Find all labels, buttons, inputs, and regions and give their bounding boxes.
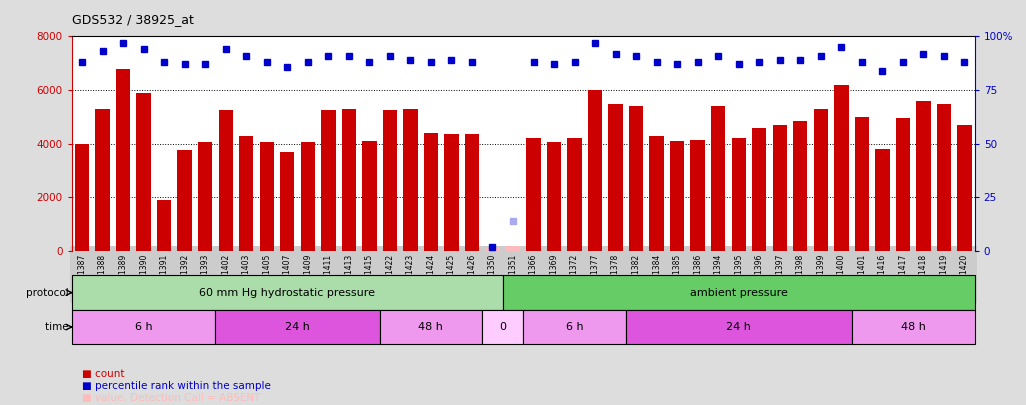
Bar — [157, 200, 171, 251]
Bar — [342, 109, 356, 251]
Bar — [523, 310, 626, 344]
Text: ■ count: ■ count — [82, 369, 124, 379]
Bar — [198, 143, 212, 251]
Bar — [321, 110, 336, 251]
Bar — [362, 141, 377, 251]
Bar — [465, 134, 479, 251]
Bar — [72, 275, 503, 310]
Bar — [752, 128, 766, 251]
Bar — [916, 101, 931, 251]
Bar — [732, 139, 746, 251]
Text: 6 h: 6 h — [134, 322, 153, 332]
Bar — [834, 85, 849, 251]
Bar — [95, 109, 110, 251]
Text: 48 h: 48 h — [419, 322, 443, 332]
Bar — [875, 149, 890, 251]
Bar — [177, 151, 192, 251]
Bar — [503, 275, 975, 310]
Bar — [116, 68, 130, 251]
Bar — [136, 93, 151, 251]
Text: protocol: protocol — [26, 288, 72, 298]
Text: ■ value, Detection Call = ABSENT: ■ value, Detection Call = ABSENT — [82, 393, 261, 403]
Bar — [280, 152, 294, 251]
Bar — [567, 139, 582, 251]
Bar — [608, 104, 623, 251]
Bar — [629, 106, 643, 251]
Bar — [72, 310, 215, 344]
Bar — [219, 110, 233, 251]
Bar — [626, 310, 852, 344]
Bar — [444, 134, 459, 251]
Bar — [711, 106, 725, 251]
Bar — [403, 109, 418, 251]
Text: 48 h: 48 h — [901, 322, 925, 332]
Bar — [506, 246, 520, 251]
Bar — [670, 141, 684, 251]
Text: ambient pressure: ambient pressure — [689, 288, 788, 298]
Bar — [383, 110, 397, 251]
Bar — [896, 118, 910, 251]
Bar — [239, 136, 253, 251]
Bar — [690, 140, 705, 251]
Bar — [424, 133, 438, 251]
Text: 6 h: 6 h — [565, 322, 584, 332]
Bar — [937, 104, 951, 251]
Bar — [588, 90, 602, 251]
Bar — [260, 143, 274, 251]
Bar — [855, 117, 869, 251]
Bar — [482, 310, 523, 344]
Bar — [793, 121, 807, 251]
Text: ■ percentile rank within the sample: ■ percentile rank within the sample — [82, 381, 271, 391]
Bar — [957, 125, 972, 251]
Text: 0: 0 — [500, 322, 506, 332]
Bar — [215, 310, 380, 344]
Text: time: time — [45, 322, 72, 332]
Text: GDS532 / 38925_at: GDS532 / 38925_at — [72, 13, 194, 26]
Bar — [852, 310, 975, 344]
Bar — [773, 125, 787, 251]
Bar — [547, 143, 561, 251]
Bar — [485, 248, 500, 251]
Bar — [301, 143, 315, 251]
Bar — [75, 144, 89, 251]
Bar — [649, 136, 664, 251]
Bar — [526, 139, 541, 251]
Bar — [380, 310, 482, 344]
Bar — [814, 109, 828, 251]
Text: 60 mm Hg hydrostatic pressure: 60 mm Hg hydrostatic pressure — [199, 288, 376, 298]
Text: 24 h: 24 h — [285, 322, 310, 332]
Text: 24 h: 24 h — [726, 322, 751, 332]
